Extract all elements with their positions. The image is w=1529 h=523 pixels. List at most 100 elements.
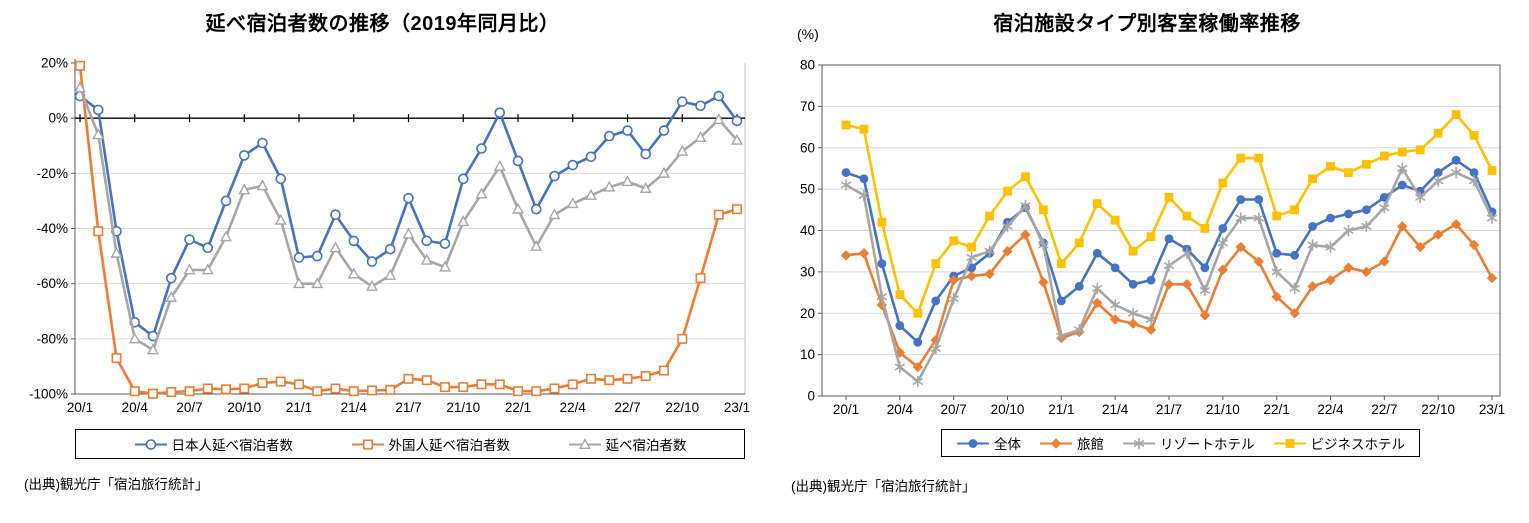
gridlines (822, 105, 1500, 356)
data-point-marker (1002, 245, 1013, 257)
x-tick-label: 20/1 (833, 402, 859, 417)
data-point-marker (1361, 220, 1372, 233)
legend-item: ビジネスホテル (1273, 433, 1406, 453)
data-point-marker (110, 246, 123, 258)
data-point-marker (1145, 324, 1157, 335)
data-point-marker (439, 238, 451, 249)
data-point-marker (1415, 241, 1426, 253)
series-marker-icon (351, 438, 384, 449)
data-point-marker (1289, 308, 1300, 319)
data-point-marker (1379, 151, 1389, 161)
data-point-marker (1272, 211, 1282, 221)
y-tick-label: 60 (800, 140, 815, 155)
data-point-marker (1110, 299, 1121, 311)
data-point-marker (549, 170, 560, 182)
x-tick-label: 22/4 (1317, 402, 1344, 417)
x-tick-label: 22/1 (1264, 402, 1290, 417)
data-point-marker (731, 115, 743, 127)
data-point-marker (312, 386, 323, 397)
data-point-marker (330, 383, 341, 394)
data-point-marker (859, 124, 869, 134)
data-point-marker (476, 143, 487, 154)
data-point-marker (1038, 205, 1048, 215)
series-0 (74, 90, 743, 342)
data-point-marker (658, 365, 669, 376)
data-point-marker (1163, 259, 1175, 272)
data-point-marker (1003, 186, 1012, 196)
data-point-marker (1397, 221, 1408, 232)
legend-label: 旅館 (1077, 437, 1104, 452)
data-point-marker (275, 173, 287, 185)
series-marker-icon (1040, 437, 1072, 449)
data-point-marker (1271, 266, 1282, 278)
data-point-marker (494, 379, 505, 390)
data-point-marker (238, 183, 251, 195)
data-point-marker (1487, 166, 1497, 175)
data-point-marker (1415, 191, 1426, 204)
y-axis-labels: 20% 0% -20% -40% -60% -80% -100% (29, 56, 68, 402)
data-point-marker (548, 208, 561, 220)
data-point-marker (894, 361, 905, 373)
data-point-marker (457, 173, 469, 185)
data-point-marker (1254, 195, 1264, 204)
data-point-marker (1236, 153, 1246, 163)
data-point-marker (530, 203, 542, 215)
left-chart-panel: 延べ宿泊者数の推移（2019年同月比） 20% 0% -20% -40% -60% -80… (24, 13, 750, 492)
data-point-marker (147, 343, 159, 355)
data-point-marker (475, 187, 488, 199)
data-point-marker (1285, 438, 1294, 448)
data-point-marker (221, 384, 232, 395)
data-point-marker (1450, 219, 1462, 230)
data-point-marker (949, 236, 959, 246)
data-point-marker (256, 179, 269, 191)
data-point-marker (348, 386, 359, 397)
data-point-marker (585, 373, 596, 384)
data-point-marker (1325, 241, 1336, 253)
data-point-marker (1200, 263, 1210, 273)
data-point-marker (75, 60, 86, 71)
data-point-marker (1199, 284, 1210, 297)
data-point-marker (1145, 313, 1157, 326)
data-point-marker (676, 96, 688, 107)
data-point-marker (930, 342, 941, 355)
legend-label: ビジネスホテル (1310, 437, 1406, 452)
data-point-marker (1326, 213, 1335, 223)
legend-item: 延べ宿泊者数 (568, 434, 687, 454)
data-point-marker (640, 148, 652, 160)
data-point-marker (1217, 237, 1228, 249)
legend-item: 全体 (956, 433, 1021, 453)
y-tick-label: -100% (29, 387, 68, 402)
right-chart-plot: 80 70 60 50 40 30 20 10 0 20/1 20/4 20/7 20/10 21/1 21… (800, 58, 1505, 418)
data-point-marker (1092, 282, 1103, 295)
data-point-marker (366, 279, 378, 291)
data-point-marker (293, 379, 304, 390)
series-1 (75, 60, 742, 399)
data-point-marker (512, 155, 524, 167)
data-point-marker (1486, 212, 1498, 224)
series-2 (840, 162, 1498, 388)
data-point-marker (621, 175, 634, 187)
data-point-marker (1181, 247, 1193, 260)
data-point-marker (731, 133, 743, 145)
data-point-marker (220, 195, 232, 207)
x-tick-label: 20/4 (122, 400, 149, 415)
y-axis-labels: 80 70 60 50 40 30 20 10 0 (800, 58, 815, 404)
x-tick-label: 20/7 (176, 400, 202, 415)
data-point-marker (384, 268, 397, 280)
x-tick-label: 21/10 (446, 400, 480, 415)
data-point-marker (931, 296, 941, 306)
data-point-marker (1433, 175, 1444, 187)
data-point-marker (713, 90, 725, 102)
axes (71, 59, 746, 395)
data-point-marker (912, 375, 923, 388)
data-point-marker (439, 260, 451, 272)
left-chart-plot: 20%0%-20%-40%-60%-80%-100%20/1 20/4 20/7 20… (29, 56, 750, 416)
left-source-note: (出典)観光庁「宿泊旅行統計」 (24, 477, 209, 492)
data-point-marker (512, 202, 524, 214)
data-point-marker (329, 241, 342, 253)
legend-item: 外国人延べ宿泊者数 (351, 434, 510, 454)
data-point-marker (1020, 199, 1031, 212)
data-point-marker (1020, 229, 1031, 240)
data-point-marker (1379, 256, 1390, 267)
y-tick-label: 0% (48, 111, 68, 126)
